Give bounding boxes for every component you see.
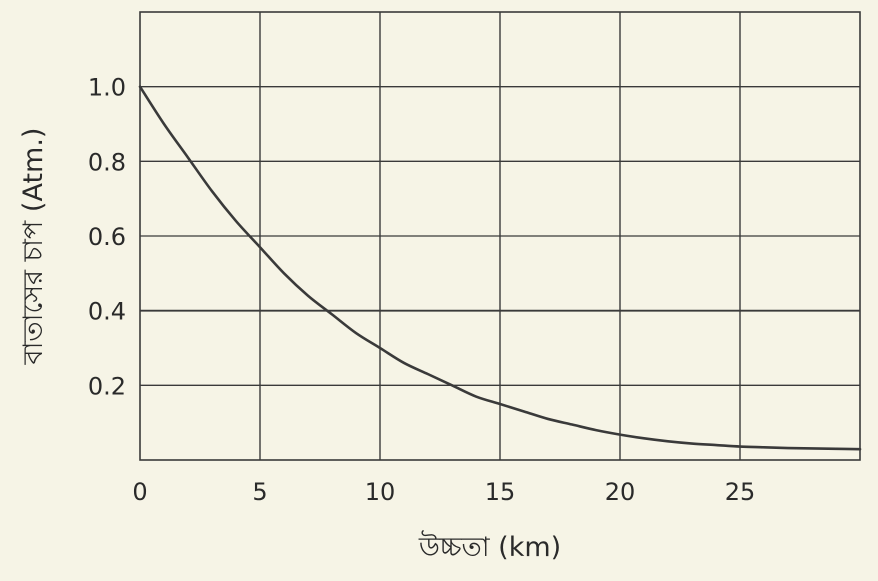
x-tick-label-10: 10 [365, 478, 396, 506]
y-axis-label: বাতাসের চাপ (Atm.) [18, 128, 49, 366]
y-tick-label-0.6: 0.6 [88, 223, 126, 251]
y-tick-label-0.4: 0.4 [88, 298, 126, 326]
x-tick-label-20: 20 [605, 478, 636, 506]
grid [140, 12, 860, 460]
series-line-pressure [138, 85, 862, 451]
y-tick-label-1: 1.0 [88, 74, 126, 102]
x-tick-label-15: 15 [485, 478, 516, 506]
series-layer [138, 85, 862, 451]
x-tick-label-5: 5 [252, 478, 267, 506]
x-tick-label-25: 25 [725, 478, 756, 506]
x-tick-label-0: 0 [132, 478, 147, 506]
y-tick-label-0.8: 0.8 [88, 148, 126, 176]
y-tick-label-0.2: 0.2 [88, 372, 126, 400]
x-axis-label: উচ্চতা (km) [418, 530, 561, 563]
tick-labels: 0 5 10 15 20 25 0.2 0.4 0.6 0.8 1.0 [88, 74, 755, 506]
